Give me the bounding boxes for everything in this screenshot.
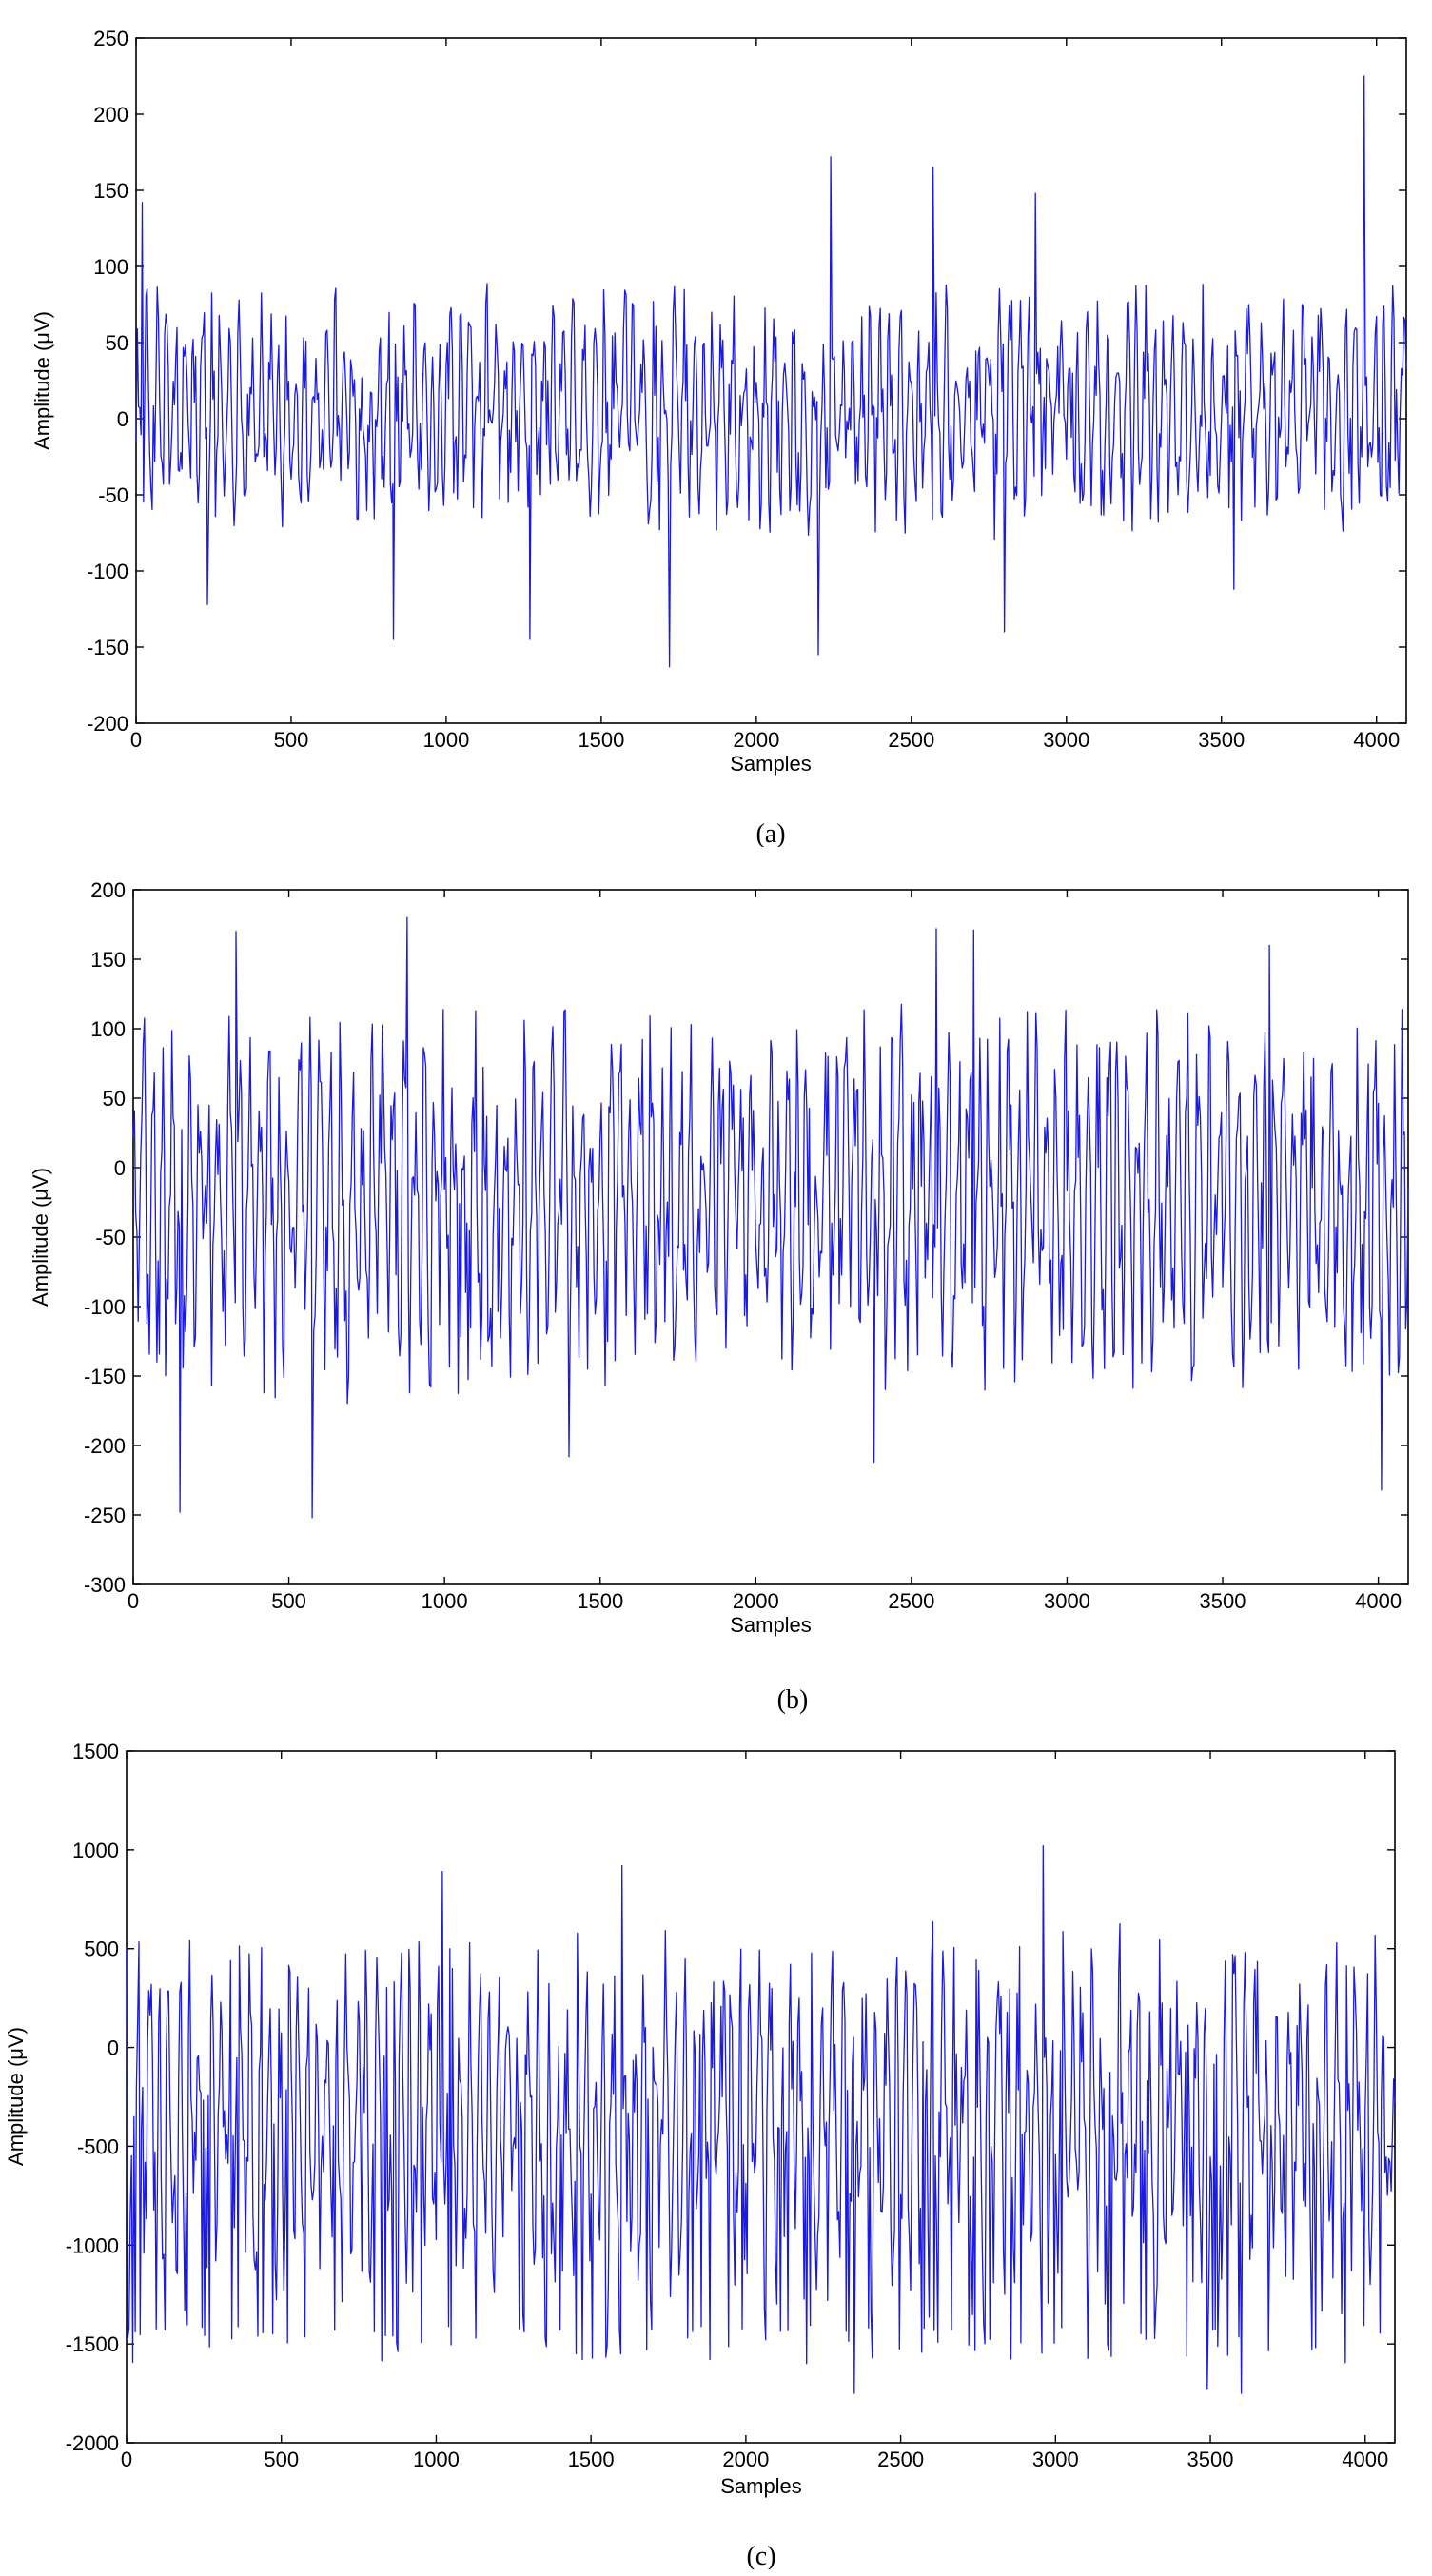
x-tick-label: 2000: [733, 728, 779, 752]
x-tick-label: 1500: [577, 1589, 623, 1613]
x-axis-label-b: Samples: [730, 1613, 812, 1637]
x-tick-label: 1500: [568, 2448, 615, 2471]
x-axis-c: 0 500 1000 1500 2000 2500 3000 3500 4000: [121, 1751, 1388, 2471]
plot-area-b: [132, 889, 1409, 1585]
y-axis-label-a: Amplitude (μV): [30, 311, 54, 450]
signal-trace-b: [132, 916, 1409, 1519]
x-tick-label: 1000: [413, 2448, 460, 2471]
x-axis-label-a: Samples: [730, 752, 812, 776]
x-tick-label: 1000: [422, 1589, 468, 1613]
caption-b: (b): [777, 1685, 809, 1715]
y-tick-label: 200: [90, 878, 126, 902]
y-tick-label: 100: [93, 255, 128, 279]
y-tick-label: -100: [84, 1295, 126, 1319]
chart-panel-c: -2000 -1500 -1000 -500 0 500 1000 1500 0 500 1000…: [4, 1740, 1396, 2569]
y-tick-label: 1500: [72, 1740, 119, 1763]
chart-panel-a: -200 -150 -100 -50 0 50 100 150 200 250 0 500 1000 1…: [30, 27, 1407, 847]
y-tick-label: 50: [103, 1087, 126, 1111]
x-tick-label: 2500: [888, 728, 934, 752]
x-tick-label: 1500: [578, 728, 624, 752]
y-tick-label: -150: [87, 636, 128, 659]
signal-trace-c: [126, 1845, 1396, 2394]
plot-area-a: [135, 37, 1407, 724]
y-tick-label: -200: [84, 1434, 126, 1458]
x-tick-label: 500: [271, 1589, 306, 1613]
x-tick-label: 3500: [1187, 2448, 1234, 2471]
y-tick-label: -200: [87, 712, 128, 736]
y-tick-label: 100: [90, 1017, 126, 1041]
y-tick-label: -50: [95, 1226, 126, 1249]
x-tick-label: 3500: [1198, 728, 1245, 752]
y-tick-label: -100: [87, 560, 128, 583]
y-tick-label: -250: [84, 1504, 126, 1527]
y-tick-label: 150: [93, 179, 128, 203]
y-tick-label: -1000: [66, 2233, 119, 2257]
chart-panel-b: -300 -250 -200 -150 -100 -50 0 50 100 150 200 0 500…: [29, 878, 1409, 1715]
y-tick-label: 0: [117, 407, 128, 431]
y-tick-label: -2000: [66, 2431, 119, 2455]
x-tick-label: 4000: [1342, 2448, 1388, 2471]
x-tick-label: 2000: [733, 1589, 779, 1613]
y-axis-label-b: Amplitude (μV): [29, 1168, 52, 1307]
y-tick-label: 0: [114, 1156, 126, 1180]
x-tick-label: 3000: [1043, 728, 1089, 752]
y-tick-label: -150: [84, 1365, 126, 1388]
y-tick-label: -500: [77, 2134, 119, 2158]
x-axis-a: 0 500 1000 1500 2000 2500 3000 3500 4000: [130, 38, 1400, 752]
y-tick-label: 250: [93, 27, 128, 50]
x-tick-label: 2000: [722, 2448, 769, 2471]
x-tick-label: 0: [128, 1589, 139, 1613]
y-axis-c: -2000 -1500 -1000 -500 0 500 1000 1500: [66, 1740, 1395, 2455]
x-tick-label: 2500: [877, 2448, 924, 2471]
x-tick-label: 3500: [1200, 1589, 1246, 1613]
y-tick-label: 0: [108, 2036, 119, 2060]
x-tick-label: 3000: [1044, 1589, 1090, 1613]
x-tick-label: 500: [274, 728, 309, 752]
x-tick-label: 3000: [1032, 2448, 1079, 2471]
y-tick-label: 150: [90, 948, 126, 972]
x-tick-label: 2500: [888, 1589, 934, 1613]
y-tick-label: -1500: [66, 2332, 119, 2356]
y-tick-label: 50: [106, 331, 128, 355]
caption-c: (c): [746, 2542, 775, 2569]
x-tick-label: 4000: [1355, 1589, 1402, 1613]
x-tick-label: 1000: [422, 728, 469, 752]
y-tick-label: 500: [84, 1937, 119, 1961]
x-tick-label: 4000: [1353, 728, 1400, 752]
x-axis-b: 0 500 1000 1500 2000 2500 3000 3500 4000: [128, 890, 1402, 1613]
x-tick-label: 0: [121, 2448, 132, 2471]
x-axis-label-c: Samples: [720, 2474, 802, 2498]
y-axis-label-c: Amplitude (μV): [4, 2027, 28, 2166]
x-tick-label: 0: [130, 728, 142, 752]
x-tick-label: 500: [264, 2448, 299, 2471]
y-axis-a: -200 -150 -100 -50 0 50 100 150 200 250: [87, 27, 1406, 736]
y-tick-label: 1000: [72, 1839, 119, 1862]
signal-trace-a: [135, 75, 1407, 668]
plot-area-c: [126, 1750, 1396, 2444]
y-tick-label: 200: [93, 103, 128, 127]
caption-a: (a): [755, 819, 785, 847]
y-tick-label: -50: [98, 483, 128, 507]
y-tick-label: -300: [84, 1573, 126, 1597]
